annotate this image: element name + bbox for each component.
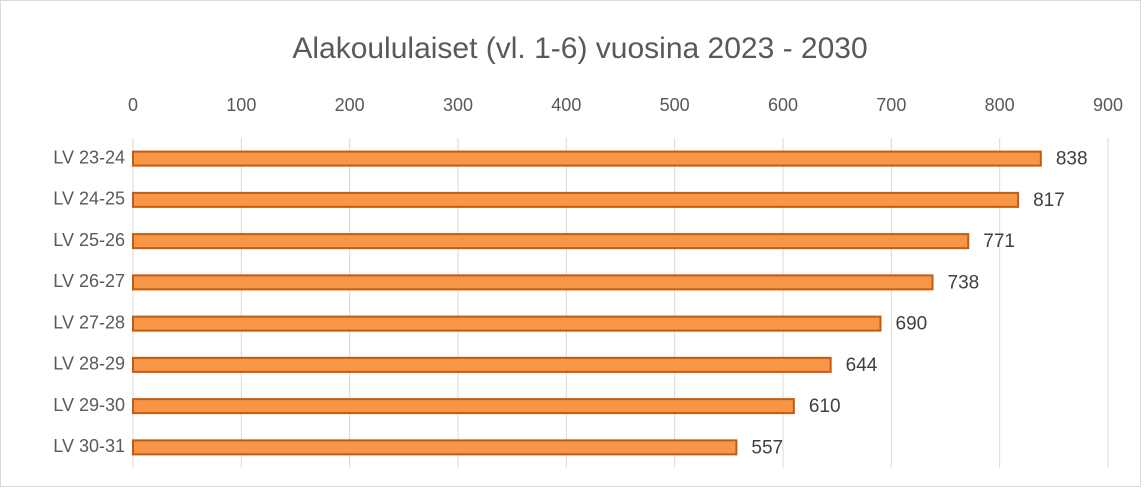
y-tick-label: LV 28-29 bbox=[53, 354, 125, 374]
x-tick-label: 400 bbox=[551, 95, 581, 115]
x-tick-label: 700 bbox=[876, 95, 906, 115]
y-tick-label: LV 23-24 bbox=[53, 147, 125, 167]
bar bbox=[132, 191, 1020, 208]
x-tick-label: 200 bbox=[335, 95, 365, 115]
x-tick-label: 500 bbox=[660, 95, 690, 115]
x-tick-label: 100 bbox=[226, 95, 256, 115]
data-label: 771 bbox=[983, 231, 1015, 252]
y-tick-label: LV 25-26 bbox=[53, 230, 125, 250]
x-tick-label: 900 bbox=[1093, 95, 1123, 115]
bar bbox=[132, 150, 1042, 167]
y-tick-label: LV 24-25 bbox=[53, 189, 125, 209]
x-tick-label: 0 bbox=[128, 95, 138, 115]
data-label: 644 bbox=[846, 355, 878, 376]
y-tick-label: LV 26-27 bbox=[53, 271, 125, 291]
bar bbox=[132, 315, 882, 332]
bar bbox=[132, 274, 934, 291]
y-tick-label: LV 27-28 bbox=[53, 312, 125, 332]
y-tick-label: LV 30-31 bbox=[53, 436, 125, 456]
y-tick-label: LV 29-30 bbox=[53, 395, 125, 415]
data-label: 610 bbox=[809, 396, 841, 417]
bar bbox=[132, 398, 795, 415]
bar bbox=[132, 439, 738, 456]
data-label: 557 bbox=[751, 437, 783, 458]
data-label: 690 bbox=[896, 314, 928, 335]
x-tick-label: 600 bbox=[768, 95, 798, 115]
data-label: 838 bbox=[1056, 149, 1088, 170]
bar bbox=[132, 233, 970, 250]
data-label: 817 bbox=[1033, 190, 1065, 211]
data-label: 738 bbox=[948, 272, 980, 293]
chart-title: Alakoululaiset (vl. 1-6) vuosina 2023 - … bbox=[292, 32, 867, 65]
x-tick-label: 300 bbox=[443, 95, 473, 115]
x-tick-label: 800 bbox=[985, 95, 1015, 115]
bar bbox=[132, 356, 832, 373]
